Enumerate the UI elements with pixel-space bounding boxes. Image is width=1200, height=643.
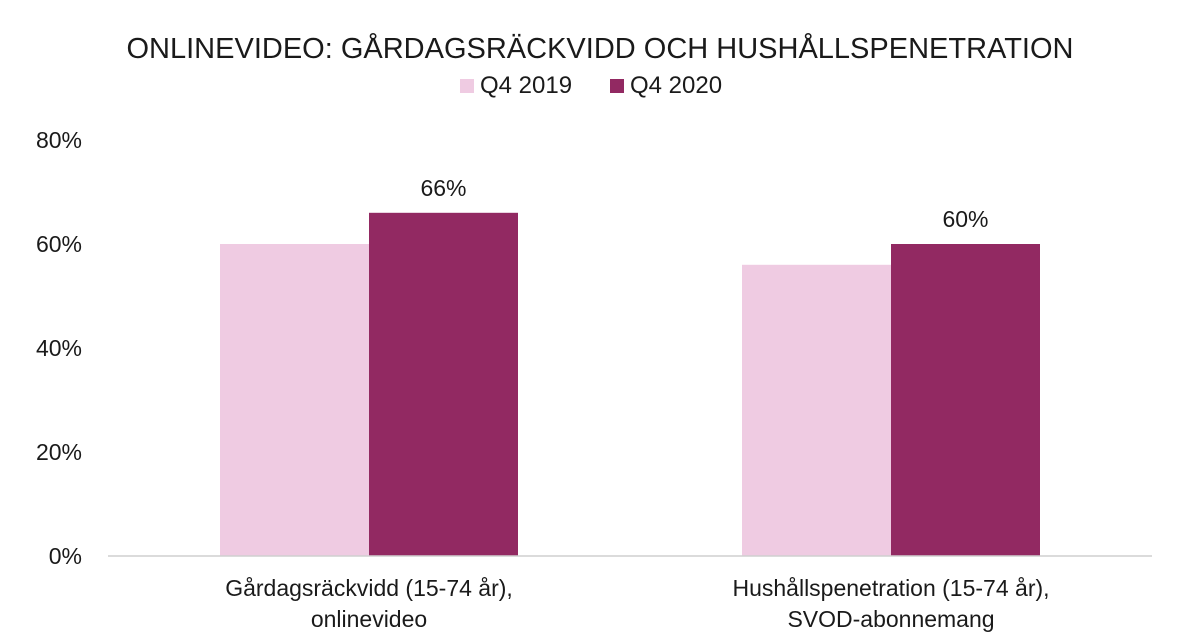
bar-2-2 — [891, 244, 1040, 556]
y-tick-label: 60% — [36, 231, 82, 257]
chart-title: ONLINEVIDEO: GÅRDAGSRÄCKVIDD OCH HUSHÅLL… — [127, 32, 1074, 65]
legend-swatch-1 — [460, 79, 474, 93]
bars — [220, 212, 1040, 557]
y-axis: 0% 20% 40% 60% 80% — [36, 127, 82, 569]
legend-label-2: Q4 2020 — [630, 72, 722, 99]
legend-swatch-2 — [610, 79, 624, 93]
bar-1-1 — [220, 244, 369, 556]
legend-label-1: Q4 2019 — [480, 72, 572, 99]
data-label-2-2: 60% — [942, 206, 988, 232]
x-category-label: Hushållspenetration (15-74 år), — [732, 575, 1049, 601]
y-tick-label: 40% — [36, 335, 82, 361]
legend: Q4 2019 Q4 2020 — [460, 72, 722, 99]
y-tick-label: 20% — [36, 439, 82, 465]
data-label-2-1: 66% — [420, 175, 466, 201]
bar-1-2 — [742, 264, 891, 556]
y-tick-label: 80% — [36, 127, 82, 153]
y-tick-label: 0% — [49, 543, 82, 569]
x-axis: Gårdagsräckvidd (15-74 år), onlinevideo Hu… — [225, 575, 1049, 632]
x-category-label: SVOD-abonnemang — [787, 606, 994, 632]
data-labels: 66% 60% — [420, 175, 988, 232]
x-category-label: Gårdagsräckvidd (15-74 år), — [225, 575, 513, 601]
x-category-label: onlinevideo — [311, 606, 427, 632]
bar-2-1 — [369, 212, 518, 557]
